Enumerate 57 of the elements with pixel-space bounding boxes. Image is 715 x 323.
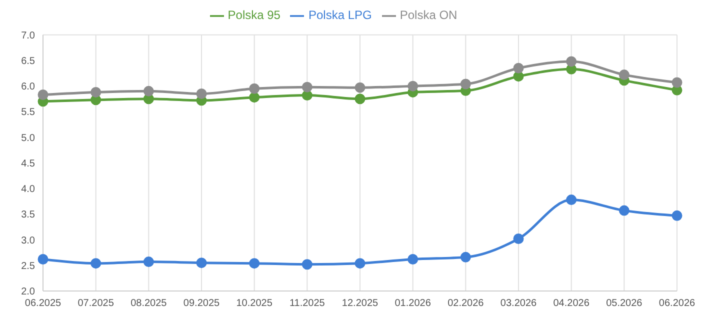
- point: [408, 254, 418, 264]
- point: [249, 258, 260, 269]
- point: [618, 205, 630, 216]
- point: [513, 71, 524, 82]
- point: [513, 62, 524, 74]
- x-tick-label: 12.2025: [342, 298, 379, 310]
- y-tick-label: 2.0: [21, 286, 36, 298]
- point: [143, 86, 154, 96]
- x-tick-label: 02.2026: [448, 298, 484, 310]
- point: [566, 56, 577, 67]
- y-tick-label: 6.5: [21, 56, 36, 67]
- y-tick-label: 4.5: [21, 158, 36, 170]
- point: [672, 77, 682, 88]
- point: [354, 258, 366, 269]
- x-tick-label: 06.2025: [24, 298, 62, 310]
- point: [513, 233, 524, 244]
- x-tick-label: 06.2026: [658, 298, 696, 310]
- point: [618, 70, 630, 80]
- y-tick-label: 3.0: [21, 235, 36, 246]
- y-tick-label: 6.0: [21, 82, 36, 93]
- point: [90, 86, 102, 98]
- point: [249, 83, 260, 94]
- legend-label: Polska LPG: [308, 8, 372, 22]
- x-tick-label: 09.2025: [183, 298, 220, 310]
- point: [196, 88, 207, 99]
- y-tick-label: 3.5: [21, 210, 36, 221]
- x-tick-label: 07.2025: [78, 298, 114, 310]
- point: [38, 90, 48, 100]
- y-tick-label: 7.0: [21, 30, 36, 42]
- legend-label: Polska ON: [400, 8, 458, 22]
- point: [302, 90, 312, 101]
- x-tick-label: 04.2026: [553, 298, 590, 310]
- x-tick-label: 05.2026: [606, 298, 643, 310]
- point: [196, 258, 207, 268]
- y-tick-label: 5.5: [21, 107, 36, 118]
- point: [566, 194, 577, 206]
- x-tick-label: 11.2025: [289, 298, 326, 310]
- x-tick-label: 08.2025: [130, 298, 168, 310]
- point: [38, 254, 48, 264]
- point: [90, 258, 102, 269]
- legend-label: Polska 95: [228, 8, 280, 22]
- point: [672, 210, 682, 221]
- y-tick-label: 2.5: [21, 260, 36, 272]
- point: [460, 252, 471, 262]
- x-tick-label: 01.2026: [394, 298, 432, 310]
- y-tick-label: 4.0: [21, 184, 36, 196]
- point: [408, 80, 418, 92]
- point: [460, 78, 471, 90]
- x-tick-label: 10.2025: [236, 298, 273, 310]
- point: [249, 92, 260, 103]
- x-tick-label: 03.2026: [500, 298, 538, 310]
- y-tick-label: 5.0: [21, 132, 36, 144]
- point: [302, 259, 312, 270]
- point: [143, 256, 154, 268]
- point: [354, 82, 366, 93]
- point: [302, 82, 312, 92]
- point: [354, 94, 366, 104]
